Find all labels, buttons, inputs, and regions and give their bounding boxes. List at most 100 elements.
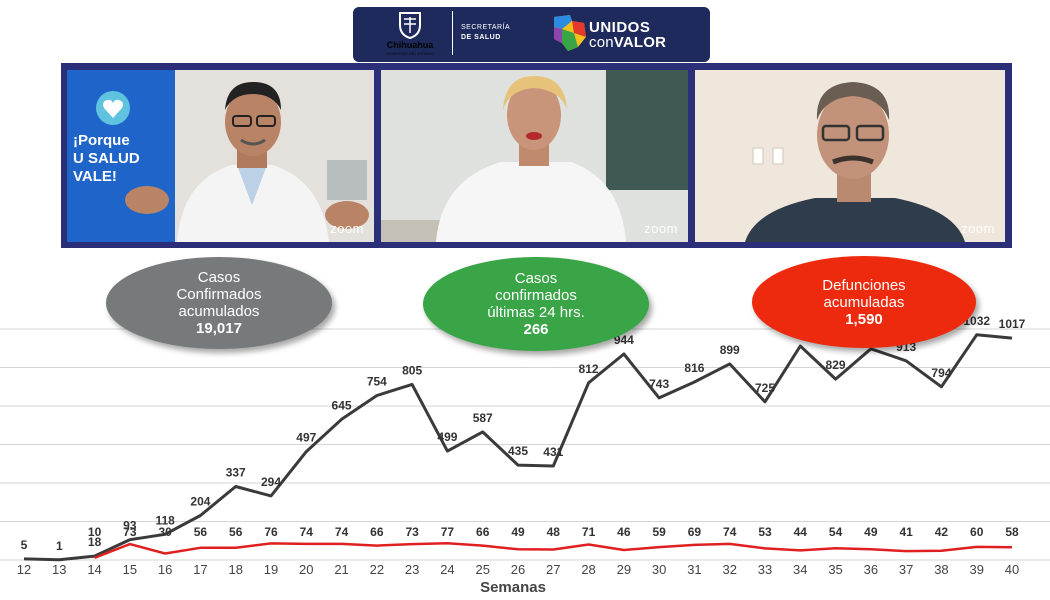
x-tick-label: 16 (158, 562, 172, 577)
cases-data-label: 1032 (963, 314, 990, 328)
cases-data-label: 754 (367, 374, 387, 388)
cases-data-label: 431 (543, 445, 563, 459)
cases-data-label: 645 (332, 398, 352, 412)
x-tick-label: 24 (440, 562, 454, 577)
deaths-data-label: 71 (582, 525, 596, 539)
chart-x-ticks: 12 13 14 15 16 17 18 19 20 21 22 23 24 25 26 27 28 29 30 31… (17, 562, 1019, 577)
deaths-data-label: 74 (335, 525, 349, 539)
campaign-title: UNIDOS (589, 19, 651, 36)
zoom-watermark: zoom (330, 221, 364, 236)
cases-data-label: 435 (508, 444, 528, 458)
confirmed-value: 19,017 (196, 320, 242, 337)
deaths-data-label: 46 (617, 525, 631, 539)
confirmed-label-2: Confirmados (176, 286, 262, 303)
x-tick-label: 34 (793, 562, 807, 577)
cases-data-label: 337 (226, 465, 246, 479)
deaths-data-label: 73 (123, 525, 137, 539)
cases-data-label: 743 (649, 377, 669, 391)
secretaria-salud-label: DE SALUD (461, 34, 501, 41)
deaths-data-label: 41 (899, 525, 913, 539)
cases-data-label: 499 (437, 430, 457, 444)
cases-series-line (23, 333, 1013, 562)
cases-data-label: 1 (56, 539, 63, 553)
cases-data-label: 5 (21, 538, 28, 552)
banner-line-2: U SALUD (73, 150, 140, 167)
x-tick-label: 13 (52, 562, 66, 577)
banner-line-3: VALE! (73, 168, 117, 185)
daily-label-3: últimas 24 hrs. (487, 304, 585, 321)
deaths-data-label: 54 (829, 525, 843, 539)
x-tick-label: 28 (581, 562, 595, 577)
x-tick-label: 35 (828, 562, 842, 577)
deaths-data-label: 69 (688, 525, 702, 539)
cases-data-label: 829 (826, 358, 846, 372)
state-seal-icon (392, 10, 428, 40)
deaths-data-label: 53 (758, 525, 772, 539)
x-tick-label: 12 (17, 562, 31, 577)
cases-data-label: 899 (720, 343, 740, 357)
campaign-roll-banner: ¡Porque U SALUD VALE! (67, 70, 175, 242)
deaths-data-label: 60 (970, 525, 984, 539)
deaths-data-label: 74 (723, 525, 737, 539)
x-tick-label: 36 (864, 562, 878, 577)
x-tick-label: 29 (617, 562, 631, 577)
daily-label-1: Casos (514, 270, 558, 287)
x-tick-label: 20 (299, 562, 313, 577)
deaths-label-2: acumuladas (823, 293, 905, 311)
deaths-badge: Defunciones acumuladas 1,590 (752, 256, 976, 348)
confirmed-label-3: acumulados (178, 303, 260, 320)
heart-logo-icon (96, 91, 130, 125)
x-tick-label: 19 (264, 562, 278, 577)
speaker-2-figure (381, 70, 688, 242)
speaker-1-figure (125, 82, 369, 242)
video-tile-1: ¡Porque U SALUD VALE! zoom (67, 70, 374, 242)
x-tick-label: 39 (969, 562, 983, 577)
deaths-data-label: 56 (194, 525, 208, 539)
x-tick-label: 37 (899, 562, 913, 577)
chart-series (23, 333, 1013, 562)
deaths-data-label: 42 (935, 525, 949, 539)
x-tick-label: 33 (758, 562, 772, 577)
cases-data-label: 794 (931, 366, 951, 380)
video-tile-2: zoom (381, 70, 688, 242)
deaths-data-label: 48 (547, 525, 561, 539)
x-tick-label: 25 (475, 562, 489, 577)
x-tick-label: 17 (193, 562, 207, 577)
deaths-label-1: Defunciones (822, 276, 906, 294)
deaths-data-label: 44 (794, 525, 808, 539)
speaker-3-figure (695, 70, 1005, 242)
cases-data-label: 118 (155, 513, 175, 527)
deaths-data-label: 49 (511, 525, 525, 539)
cases-data-label: 204 (190, 494, 210, 508)
x-tick-label: 26 (511, 562, 525, 577)
x-tick-label: 21 (334, 562, 348, 577)
cases-data-label: 18 (88, 535, 102, 549)
cases-data-label: 587 (473, 411, 493, 425)
daily-value: 266 (523, 321, 549, 338)
confirmed-label-1: Casos (197, 269, 241, 286)
zoom-watermark: zoom (961, 221, 995, 236)
deaths-series-line (94, 541, 1013, 559)
cases-data-label: 805 (402, 363, 422, 377)
x-tick-label: 31 (687, 562, 701, 577)
cases-data-label: 294 (261, 475, 281, 489)
deaths-data-label: 73 (405, 525, 419, 539)
deaths-data-label: 74 (300, 525, 314, 539)
deaths-data-label: 66 (476, 525, 490, 539)
state-subtitle: GOBIERNO DEL ESTADO (386, 51, 434, 56)
deaths-data-label: 76 (264, 525, 278, 539)
state-name: Chihuahua (386, 40, 434, 50)
x-tick-label: 22 (370, 562, 384, 577)
banner-slogan: ¡Porque U SALUD VALE! (73, 132, 140, 186)
deaths-data-label: 49 (864, 525, 878, 539)
cases-data-label: 725 (755, 381, 775, 395)
zoom-watermark: zoom (644, 221, 678, 236)
video-tile-3: zoom (695, 70, 1005, 242)
deaths-data-label: 56 (229, 525, 243, 539)
x-tick-label: 14 (87, 562, 101, 577)
cases-data-label: 1017 (999, 317, 1026, 331)
daily-label-2: confirmados (495, 287, 577, 304)
banner-line-1: ¡Porque (73, 132, 130, 149)
banner-divider (452, 11, 453, 55)
campaign-con: con (589, 34, 614, 51)
